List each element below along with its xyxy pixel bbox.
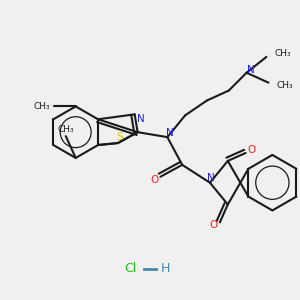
Text: N: N [167, 128, 174, 138]
Text: CH₃: CH₃ [34, 102, 50, 111]
Text: N: N [207, 173, 215, 183]
Text: O: O [150, 175, 159, 185]
Text: N: N [247, 65, 254, 75]
Text: CH₃: CH₃ [276, 81, 293, 90]
Text: N: N [137, 114, 145, 124]
Text: Cl: Cl [124, 262, 136, 275]
Text: H: H [161, 262, 170, 275]
Text: CH₃: CH₃ [58, 125, 74, 134]
Text: S: S [116, 132, 123, 142]
Text: O: O [210, 220, 218, 230]
Text: O: O [248, 145, 256, 155]
Text: CH₃: CH₃ [274, 50, 291, 58]
